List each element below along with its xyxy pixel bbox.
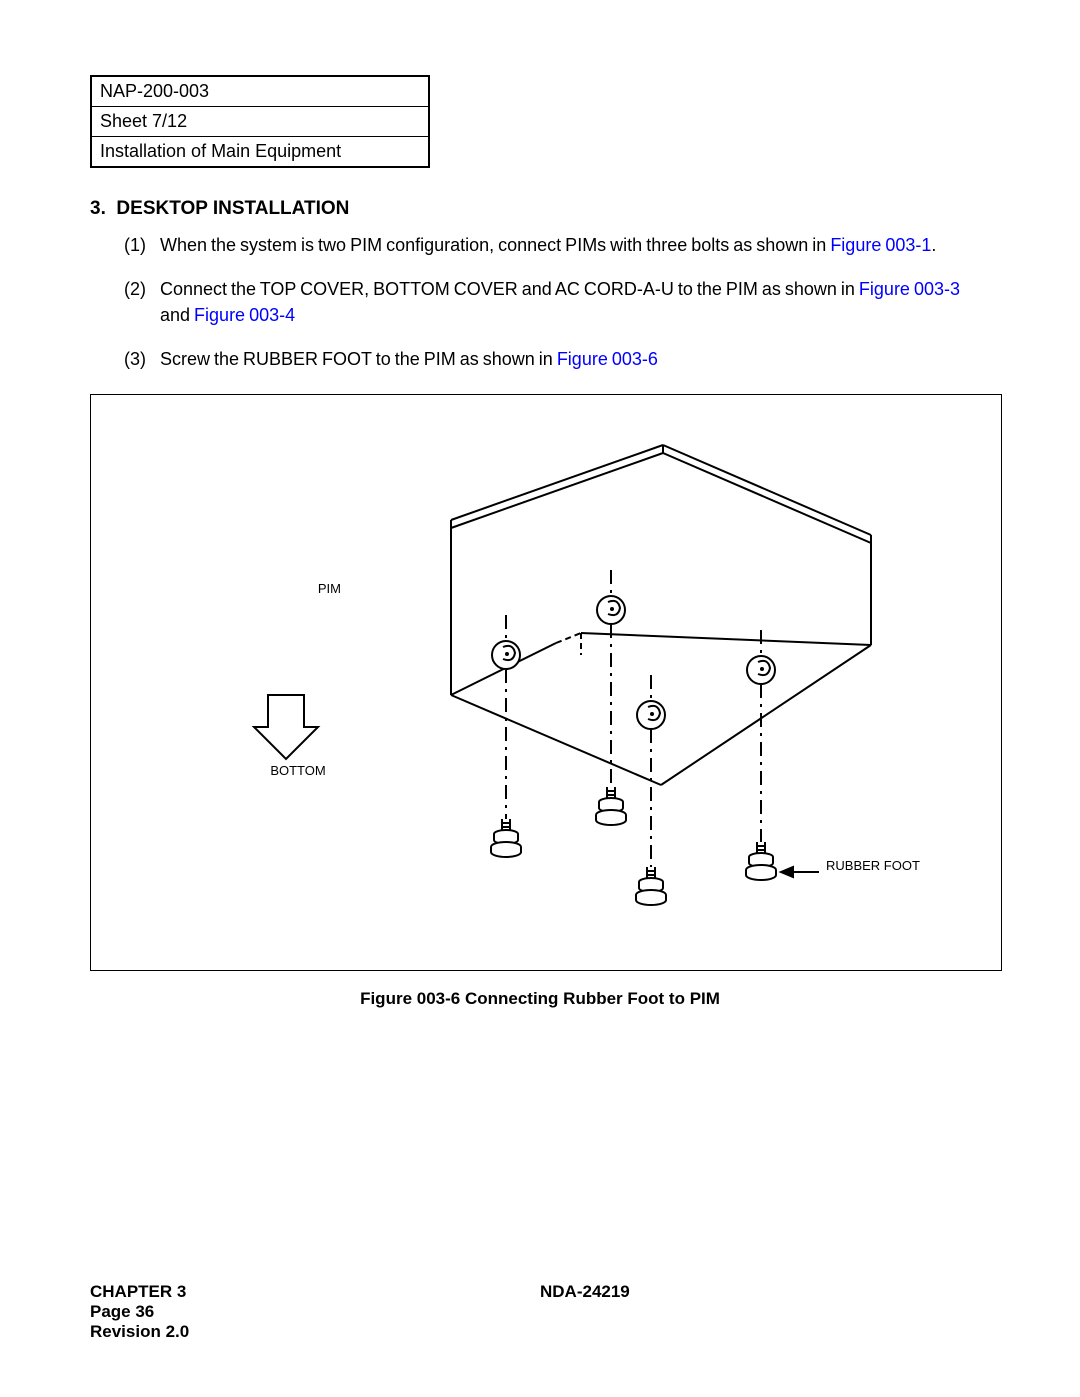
info-row-0: NAP-200-003 <box>91 76 429 107</box>
footer-chapter: CHAPTER 3 <box>90 1282 540 1302</box>
step-0: (1)When the system is two PIM configurat… <box>124 232 990 258</box>
info-row-1: Sheet 7/12 <box>91 107 429 137</box>
figure-link[interactable]: Figure 003-1 <box>830 235 931 255</box>
step-2: (3)Screw the RUBBER FOOT to the PIM as s… <box>124 346 990 372</box>
footer-page: Page 36 <box>90 1302 990 1322</box>
svg-text:RUBBER FOOT: RUBBER FOOT <box>826 858 920 873</box>
figure-link[interactable]: Figure 003-3 <box>859 279 960 299</box>
page-footer: CHAPTER 3 NDA-24219 Page 36 Revision 2.0 <box>90 1282 990 1342</box>
figure-link[interactable]: Figure 003-4 <box>194 305 295 325</box>
figure-link[interactable]: Figure 003-6 <box>557 349 658 369</box>
footer-doc: NDA-24219 <box>540 1282 630 1302</box>
figure-caption: Figure 003-6 Connecting Rubber Foot to P… <box>90 989 990 1009</box>
svg-text:BOTTOM: BOTTOM <box>270 763 325 778</box>
footer-revision: Revision 2.0 <box>90 1322 990 1342</box>
info-table: NAP-200-003 Sheet 7/12 Installation of M… <box>90 75 430 168</box>
svg-text:PIM: PIM <box>318 581 341 596</box>
info-row-2: Installation of Main Equipment <box>91 137 429 168</box>
step-1: (2)Connect the TOP COVER, BOTTOM COVER a… <box>124 276 990 328</box>
steps-list: (1)When the system is two PIM configurat… <box>90 232 990 372</box>
section-title: 3. DESKTOP INSTALLATION <box>90 198 990 220</box>
figure-box: PIM BOTTOM RUBBER FOOT <box>90 394 1002 971</box>
